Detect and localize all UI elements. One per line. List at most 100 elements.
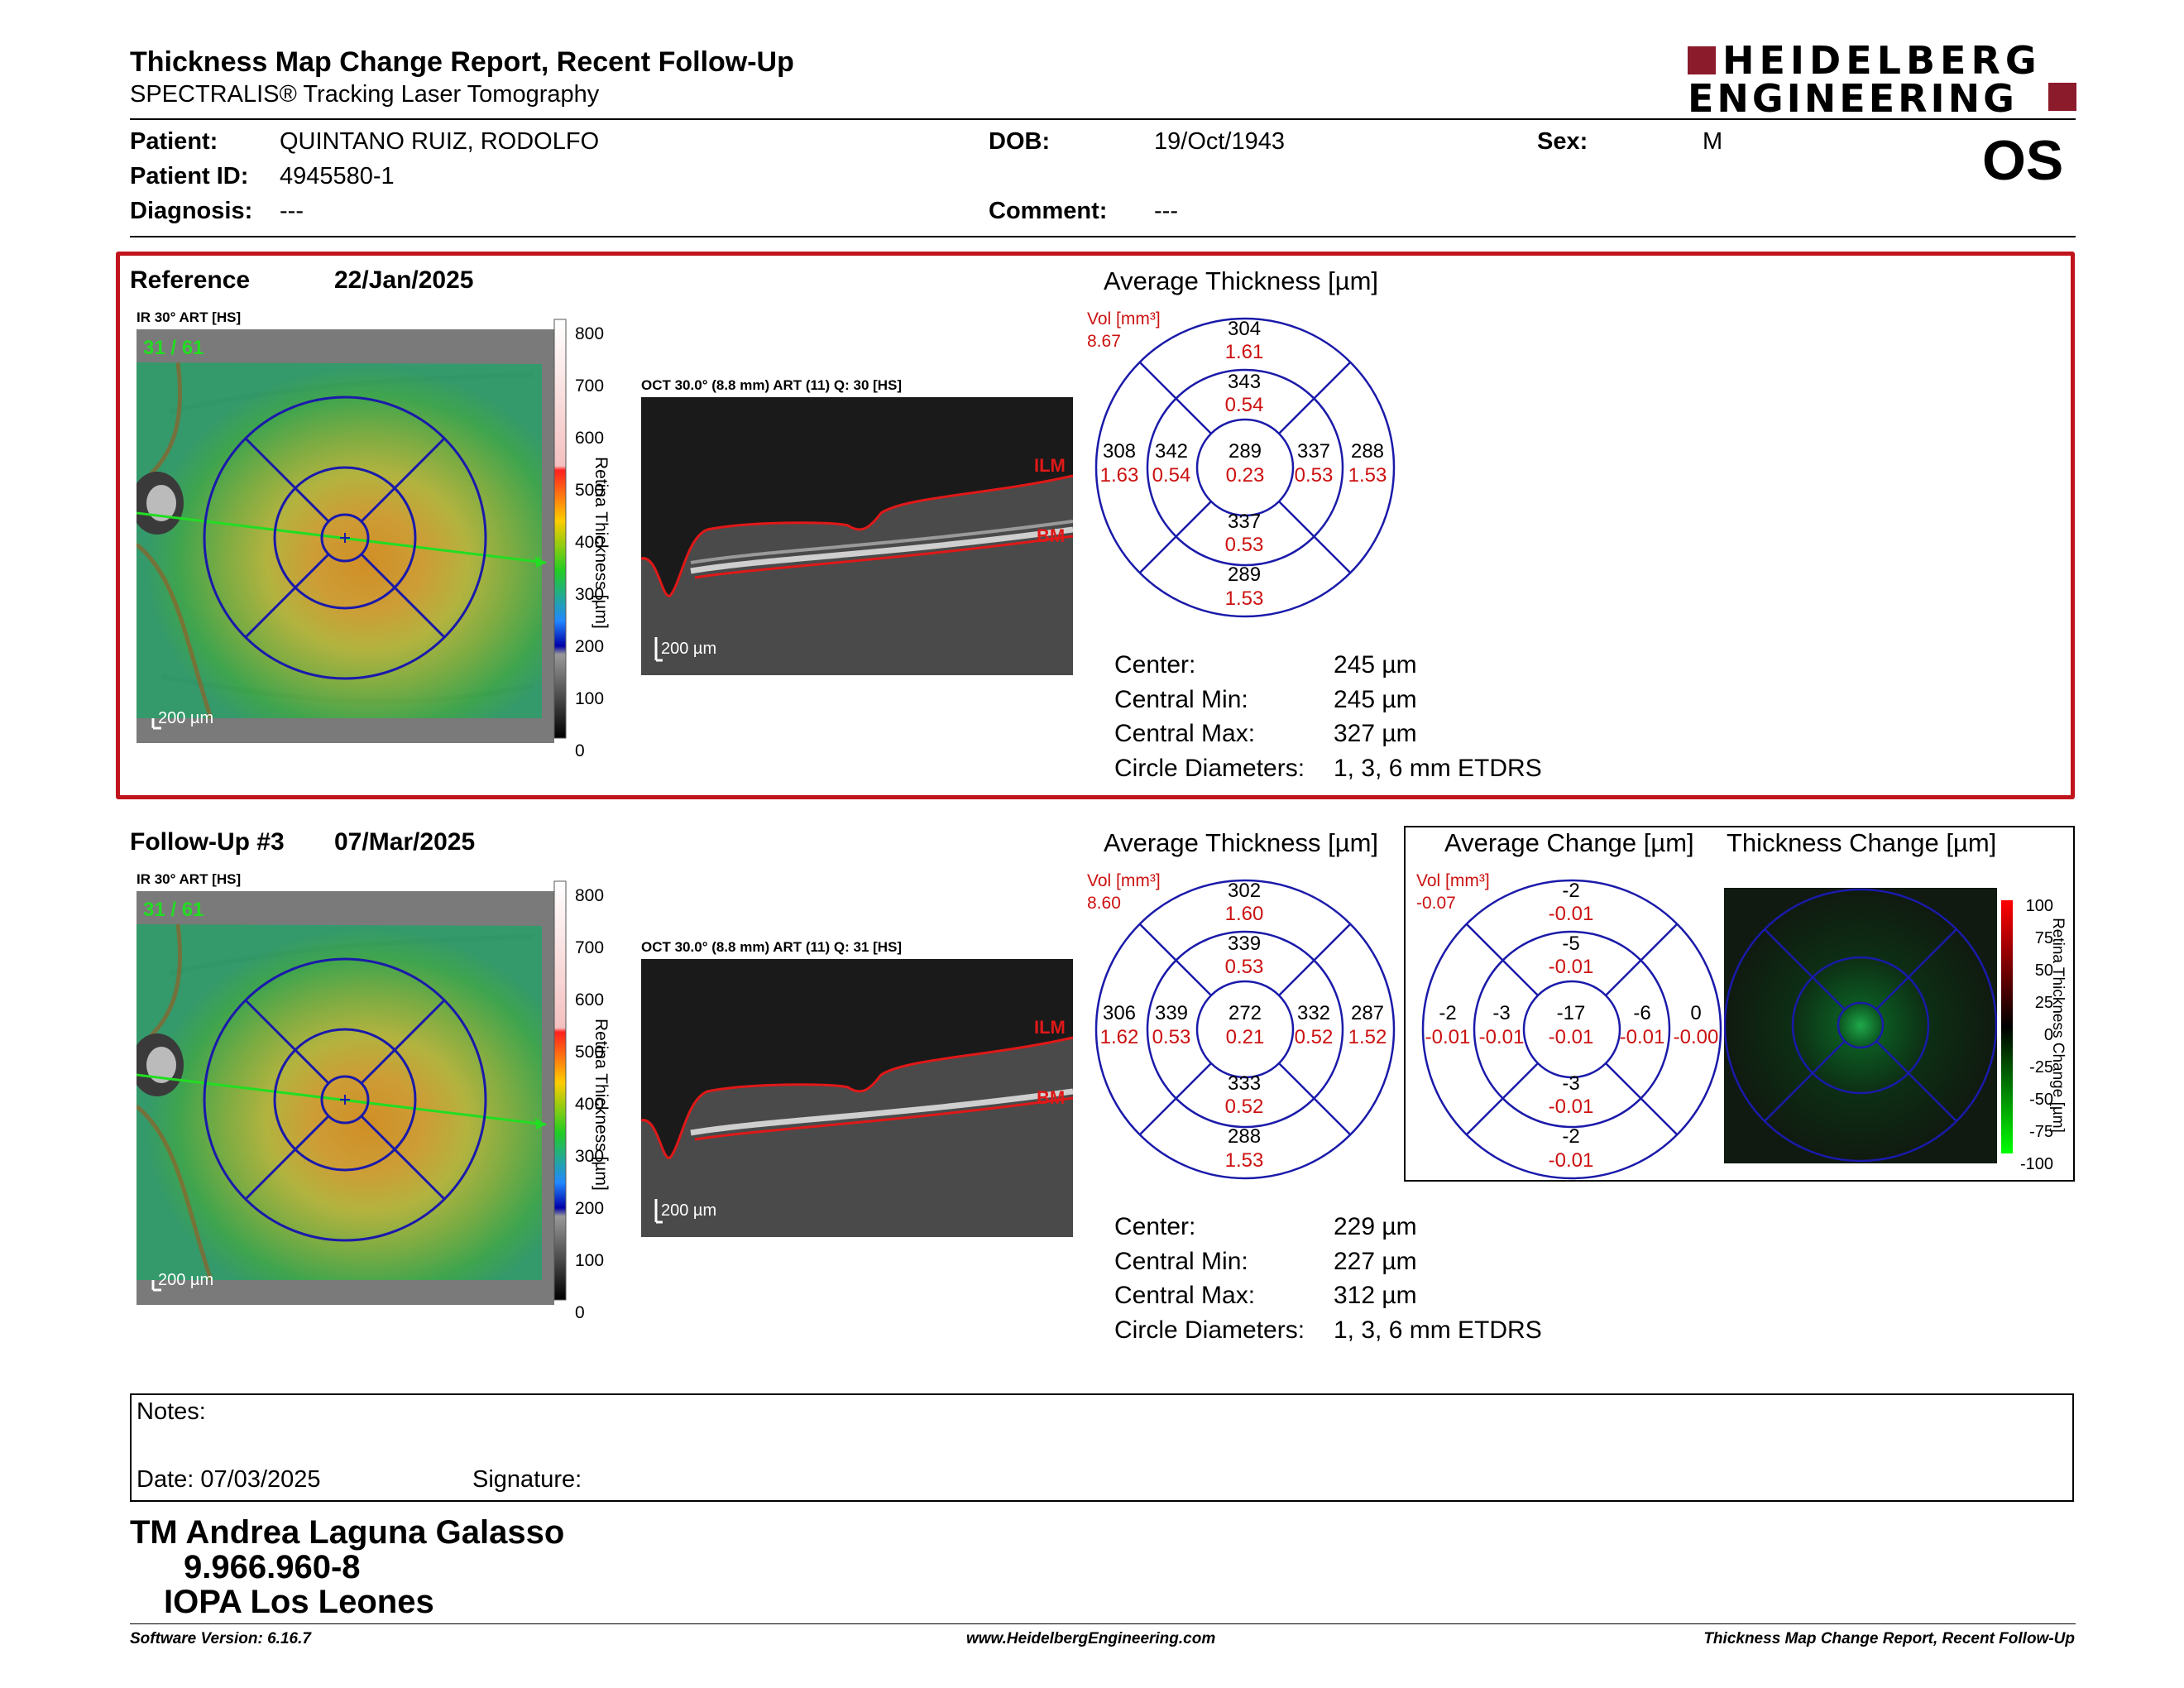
footer-website[interactable]: www.HeidelbergEngineering.com: [966, 1630, 1216, 1647]
dob-label: DOB:: [989, 128, 1051, 155]
chg-inf-inner-thk: -3: [1562, 1072, 1580, 1095]
change-etdrs-grid: [1419, 876, 1725, 1187]
chg-temp-outer-thk: -2: [1439, 1002, 1457, 1024]
reference-oct-scalebar: 200 µm: [661, 640, 716, 658]
ref-circ-label: Circle Diameters:: [1114, 755, 1305, 782]
ref-temp-inner-thk: 342: [1154, 440, 1189, 463]
chg-sup-inner-vol: -0.01: [1548, 956, 1594, 978]
eye-indicator: OS: [1982, 129, 2064, 192]
sex-value: M: [1703, 128, 1723, 155]
tc-scale-ticks: 100 75 50 25 0 -25 -50 -75 -100: [2017, 890, 2053, 1181]
reference-ir-label: IR 30° ART [HS]: [136, 309, 242, 325]
chg-temp-inner-vol: -0.01: [1478, 1026, 1525, 1048]
scale-tick: 0: [575, 741, 585, 760]
reference-scale-title: Retina Thickness [µm]: [592, 457, 611, 629]
followup-ilm-label: ILM: [1034, 1017, 1066, 1038]
reference-date: 22/Jan/2025: [334, 266, 474, 294]
fu-center-value: 229 µm: [1334, 1213, 1417, 1240]
followup-thickness-map: 31 / 61 200 µm: [131, 891, 554, 1309]
fu-temp-outer-thk: 306: [1102, 1002, 1137, 1024]
fu-nas-inner-thk: 332: [1296, 1002, 1331, 1024]
reference-label: Reference: [130, 266, 251, 294]
tc-tick: -50: [2029, 1091, 2053, 1109]
scale-tick: 400: [575, 1095, 605, 1114]
ref-center-vol: 0.23: [1225, 464, 1265, 487]
notes-box: [130, 1393, 2074, 1502]
ref-nas-outer-thk: 288: [1350, 440, 1385, 463]
reference-slice-counter: 31 / 61: [143, 337, 204, 359]
followup-vol-total: 8.60: [1087, 894, 1121, 913]
change-title: Average Change [µm]: [1444, 828, 1694, 857]
fu-inf-inner-thk: 333: [1228, 1072, 1262, 1095]
fu-max-value: 312 µm: [1334, 1282, 1417, 1309]
followup-oct-label: OCT 30.0° (8.8 mm) ART (11) Q: 31 [HS]: [641, 939, 903, 955]
scale-tick: 500: [575, 1043, 605, 1062]
patient-label: Patient:: [130, 128, 218, 155]
followup-scale-ticks: 800 700 600 500 400 300 200 100 0: [575, 870, 604, 1339]
dob-value: 19/Oct/1943: [1154, 128, 1285, 155]
followup-label: Follow-Up #3: [130, 828, 285, 856]
followup-avg-title: Average Thickness [µm]: [1104, 828, 1379, 857]
scale-tick: 200: [575, 637, 605, 656]
footer-report: Thickness Map Change Report, Recent Foll…: [1703, 1630, 2075, 1647]
change-vol-label: Vol [mm³]: [1416, 871, 1490, 890]
ref-circ-value: 1, 3, 6 mm ETDRS: [1334, 755, 1542, 782]
followup-bm-label: BM: [1037, 1087, 1065, 1108]
ref-temp-outer-vol: 1.63: [1099, 464, 1139, 487]
ref-temp-inner-vol: 0.54: [1152, 464, 1191, 487]
scale-tick: 600: [575, 429, 605, 448]
report-title: Thickness Map Change Report, Recent Foll…: [130, 46, 794, 78]
scale-tick: 700: [575, 376, 605, 396]
ref-sup-inner-thk: 343: [1228, 371, 1262, 393]
chg-sup-inner-thk: -5: [1562, 933, 1580, 955]
fu-sup-outer-vol: 1.60: [1224, 903, 1264, 925]
followup-slice-counter: 31 / 61: [143, 899, 204, 921]
ref-max-label: Central Max:: [1114, 720, 1256, 747]
reference-color-scale: [553, 316, 627, 750]
scale-tick: 200: [575, 1199, 605, 1218]
chg-sup-outer-vol: -0.01: [1548, 903, 1594, 925]
diagnosis-value: ---: [280, 198, 304, 224]
followup-vol-label: Vol [mm³]: [1087, 871, 1161, 890]
ref-max-value: 327 µm: [1334, 720, 1417, 747]
reference-ir-scalebar: 200 µm: [158, 709, 213, 727]
chg-nas-inner-vol: -0.01: [1619, 1026, 1665, 1048]
notes-signature: Signature:: [472, 1466, 582, 1493]
followup-scale-title: Retina Thickness [µm]: [592, 1019, 611, 1191]
fu-circ-value: 1, 3, 6 mm ETDRS: [1334, 1316, 1542, 1344]
fu-inf-outer-vol: 1.53: [1224, 1149, 1264, 1172]
chg-nas-outer-thk: 0: [1690, 1002, 1702, 1024]
scale-tick: 100: [575, 1251, 605, 1270]
ref-nas-inner-vol: 0.53: [1294, 464, 1334, 487]
chg-temp-inner-thk: -3: [1492, 1002, 1511, 1024]
scale-tick: 800: [575, 886, 605, 905]
followup-ir-label: IR 30° ART [HS]: [136, 871, 242, 887]
fu-center-label: Center:: [1114, 1213, 1196, 1240]
followup-etdrs-grid: [1092, 876, 1398, 1187]
followup-color-scale: [553, 878, 627, 1312]
chg-inf-inner-vol: -0.01: [1548, 1096, 1594, 1118]
chg-sup-outer-thk: -2: [1562, 880, 1580, 902]
ref-center-thk: 289: [1228, 440, 1262, 463]
fu-nas-inner-vol: 0.52: [1294, 1026, 1334, 1048]
chg-inf-outer-thk: -2: [1562, 1125, 1580, 1148]
tc-tick: 50: [2034, 961, 2053, 980]
fu-temp-inner-thk: 339: [1154, 1002, 1189, 1024]
ref-sup-outer-vol: 1.61: [1224, 341, 1264, 363]
thickness-change-scale: [2000, 899, 2016, 1159]
scale-tick: 100: [575, 689, 605, 708]
patient-id-value: 4945580-1: [280, 163, 395, 189]
ref-center-label: Center:: [1114, 651, 1196, 679]
notes-label: Notes:: [136, 1398, 206, 1425]
fu-temp-inner-vol: 0.53: [1152, 1026, 1191, 1048]
reference-vol-total: 8.67: [1087, 332, 1121, 351]
fu-center-vol: 0.21: [1225, 1026, 1265, 1048]
ref-inf-inner-thk: 337: [1228, 511, 1262, 533]
comment-value: ---: [1154, 198, 1178, 224]
scale-tick: 600: [575, 990, 605, 1009]
logo-line2: ENGINEERING: [1688, 76, 2018, 121]
tc-tick: 100: [2025, 897, 2053, 915]
thickness-change-map: [1723, 888, 1998, 1168]
ref-sup-inner-vol: 0.54: [1224, 394, 1264, 416]
reference-oct-label: OCT 30.0° (8.8 mm) ART (11) Q: 30 [HS]: [641, 377, 903, 393]
